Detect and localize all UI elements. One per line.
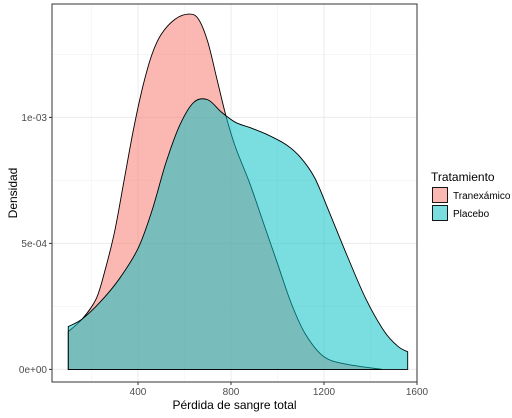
density-areas: [67, 13, 409, 370]
x-tick-label: 800: [223, 387, 240, 398]
panel-border: [51, 3, 418, 383]
y-axis-title: Densidad: [6, 168, 20, 219]
y-tick-label: 1e-03: [21, 113, 47, 124]
y-axis-ticks: 0e+00 5e-04 1e-03: [19, 113, 52, 376]
legend-key-placebo: [432, 205, 448, 221]
y-tick-label: 5e-04: [21, 239, 47, 250]
density-area-placebo: [67, 98, 409, 370]
legend: Tratamiento Tranexámico Placebo: [431, 170, 511, 221]
x-tick-label: 1600: [406, 387, 429, 398]
x-tick-label: 400: [130, 387, 147, 398]
y-tick-label: 0e+00: [19, 365, 48, 376]
legend-label-tranexamico: Tranexámico: [453, 191, 511, 202]
x-axis-title: Pérdida de sangre total: [172, 398, 296, 412]
legend-label-placebo: Placebo: [453, 209, 490, 220]
x-tick-label: 1200: [313, 387, 336, 398]
legend-title: Tratamiento: [431, 170, 495, 184]
x-axis-ticks: 400 800 1200 1600: [130, 382, 429, 398]
legend-key-tranexamico: [432, 187, 448, 203]
